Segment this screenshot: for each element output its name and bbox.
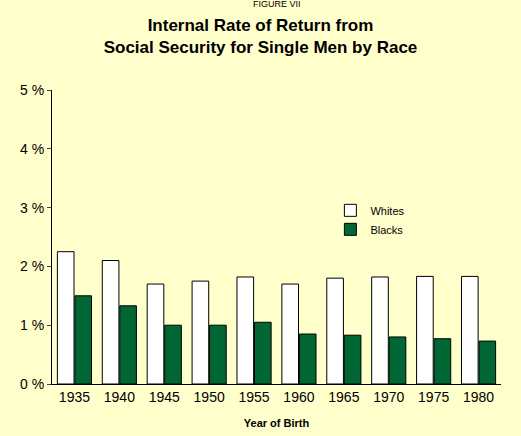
- svg-text:Internal Rate of Return fromSo: Internal Rate of Return fromSocial Secur…: [104, 16, 418, 57]
- svg-text:5 %: 5 %: [20, 82, 44, 98]
- svg-text:1 %: 1 %: [20, 317, 44, 333]
- svg-text:Blacks: Blacks: [370, 224, 403, 236]
- svg-text:Year of Birth: Year of Birth: [244, 417, 310, 429]
- svg-text:1950: 1950: [194, 389, 225, 405]
- svg-text:1965: 1965: [328, 389, 359, 405]
- svg-text:Whites: Whites: [370, 205, 404, 217]
- svg-text:1970: 1970: [373, 389, 404, 405]
- svg-text:1945: 1945: [149, 389, 180, 405]
- svg-text:1960: 1960: [283, 389, 314, 405]
- svg-text:2 %: 2 %: [20, 258, 44, 274]
- svg-text:4 %: 4 %: [20, 141, 44, 157]
- svg-text:1935: 1935: [59, 389, 90, 405]
- svg-text:3 %: 3 %: [20, 200, 44, 216]
- svg-text:0 %: 0 %: [20, 376, 44, 392]
- svg-text:FIGURE VII: FIGURE VII: [253, 0, 301, 9]
- svg-text:1980: 1980: [463, 389, 494, 405]
- svg-text:1975: 1975: [418, 389, 449, 405]
- svg-text:1955: 1955: [238, 389, 269, 405]
- svg-text:1940: 1940: [104, 389, 135, 405]
